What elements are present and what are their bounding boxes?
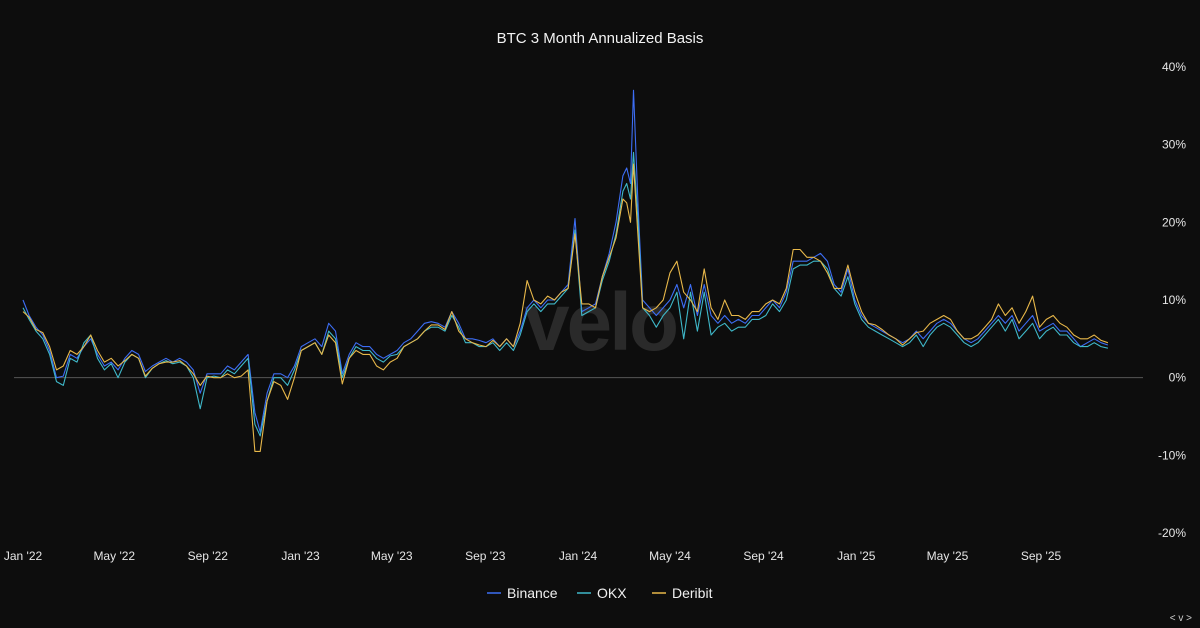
series-lines <box>23 90 1108 451</box>
y-tick-label: 20% <box>1162 215 1186 229</box>
x-tick-label: Sep '23 <box>465 549 506 563</box>
y-tick-label: 0% <box>1169 371 1187 385</box>
x-tick-label: Sep '24 <box>743 549 784 563</box>
chart-navigation-arrows[interactable]: < v > <box>1170 613 1192 624</box>
y-tick-label: 30% <box>1162 138 1186 152</box>
y-tick-label: 40% <box>1162 60 1186 74</box>
y-tick-label: -20% <box>1158 526 1186 540</box>
y-axis: 40% 30% 20% 10% 0% -10% -20% <box>1158 60 1186 540</box>
y-tick-label: 10% <box>1162 293 1186 307</box>
x-tick-label: May '23 <box>371 549 413 563</box>
legend-label: Binance <box>507 585 558 601</box>
x-tick-label: May '22 <box>93 549 135 563</box>
legend-label: Deribit <box>672 585 713 601</box>
x-tick-label: Jan '23 <box>281 549 320 563</box>
x-tick-label: Jan '25 <box>837 549 876 563</box>
x-tick-label: Sep '25 <box>1021 549 1062 563</box>
legend: Binance OKX Deribit <box>487 585 713 601</box>
legend-label: OKX <box>597 585 627 601</box>
y-tick-label: -10% <box>1158 448 1186 462</box>
x-tick-label: Sep '22 <box>188 549 229 563</box>
legend-item-binance[interactable]: Binance <box>487 585 558 601</box>
x-tick-label: Jan '24 <box>559 549 598 563</box>
x-tick-label: May '24 <box>649 549 691 563</box>
legend-item-deribit[interactable]: Deribit <box>652 585 713 601</box>
chart-title: BTC 3 Month Annualized Basis <box>497 30 704 47</box>
series-line-binance <box>23 90 1108 432</box>
x-tick-label: Jan '22 <box>4 549 43 563</box>
x-tick-label: May '25 <box>927 549 969 563</box>
x-axis: Jan '22 May '22 Sep '22 Jan '23 May '23 Sep '… <box>4 549 1062 563</box>
legend-item-okx[interactable]: OKX <box>577 585 627 601</box>
